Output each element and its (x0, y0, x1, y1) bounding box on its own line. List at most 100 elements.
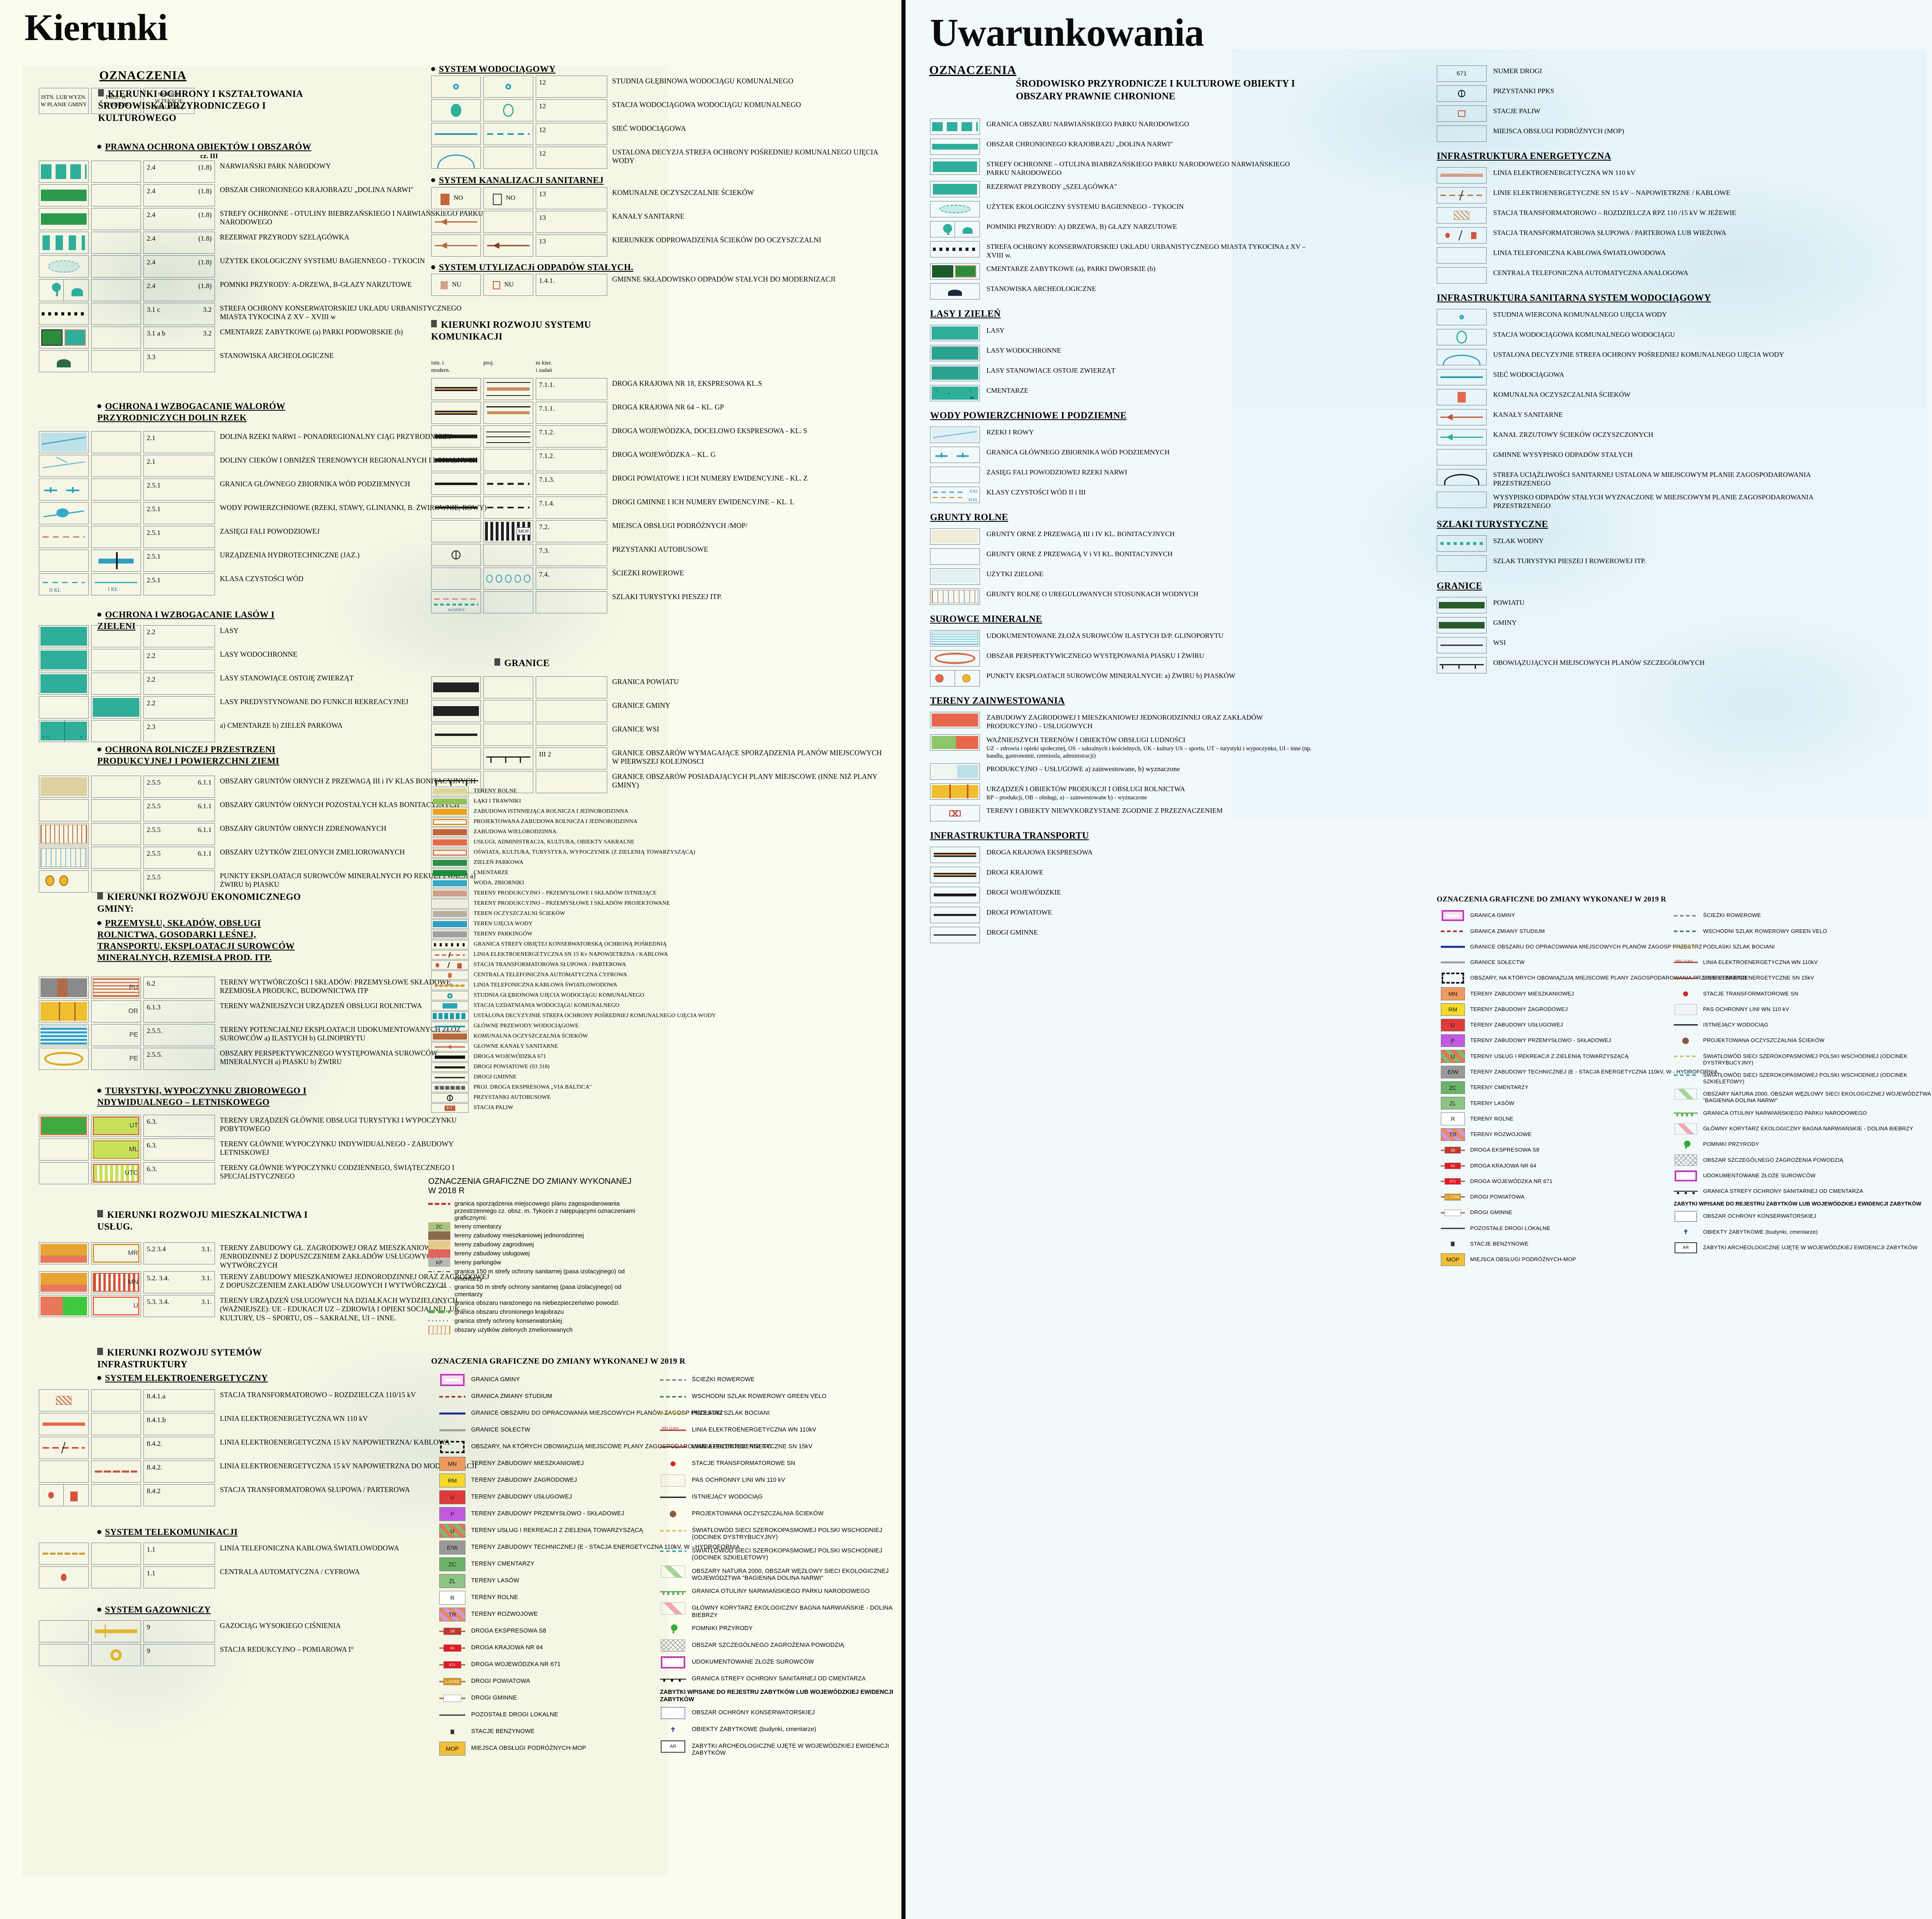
legend-2019-label: OBSZARY, NA KTÓRYCH OBOWIĄZUJĄ MIEJSCOWE… (1470, 975, 1747, 981)
legend-row: PU 6.2 TERENY WYTWÓRCZOŚCI I SKŁADÓW: PR… (39, 977, 490, 999)
ref-num-1: III 2 (539, 750, 551, 758)
legend-label: STACJA TRANSFORMATOROWA SŁUPOWA / PARTER… (220, 1485, 410, 1494)
bullet-square-icon (98, 89, 104, 96)
reference-numbers: 3.3 (143, 350, 215, 372)
legend-label: GRANICA GŁÓWNEGO ZBIORNIKA WÓD PODZIEMNY… (220, 480, 410, 488)
legend-row: GRANICE GMINY (431, 700, 882, 722)
mini-label: DROGA WOJEWÓDZKA 671 (474, 1053, 546, 1060)
legend-row: 1.1 LINIA TELEFONICZNA KABLOWA ŚWIATŁOWO… (39, 1543, 399, 1565)
swatch-existing (39, 625, 89, 647)
reference-numbers: 7.1.1. (536, 402, 607, 424)
ref-num-1: 2.5.1 (147, 505, 161, 513)
reference-numbers: 2.5.5 6.1.1 (143, 823, 215, 845)
legend-2018-item: tereny zabudowy mieszkaniowej jednorodzi… (428, 1231, 641, 1240)
swatch-existing (39, 526, 89, 548)
legend-2019-item: GRANICE OBSZARU DO OPRACOWANIA MIEJSCOWY… (439, 1407, 771, 1420)
legend-2019-swatch: R (439, 1591, 465, 1605)
legend-row: II KL I KŁ 2.5.1 KLASA CZYSTOŚCI WÓD (39, 573, 487, 595)
swatch-existing (39, 303, 89, 325)
swatch-existing (39, 1048, 89, 1070)
right-legend-row: PRODUKCYJNO – USŁUGOWE a) zainwestowane,… (930, 763, 1412, 780)
reference-numbers: 2.5.1 (143, 502, 215, 524)
right-swatch (1437, 617, 1487, 633)
legend-2018-swatch: KP (428, 1258, 450, 1267)
right-block-2019-left-items: GRANICA GMINY GRANICA ZMIANY STUDIUM GRA… (1441, 909, 1747, 1269)
subsection-rolnicza: OCHRONA ROLNICZEJ PRZESTRZENI PRODUKCYJN… (97, 744, 280, 766)
legend-2019-swatch (660, 1655, 686, 1669)
section-gaz-rows: 9 GAZOCIĄG WYSOKIEGO CIŚNIENIA 9 STACJA … (39, 1620, 354, 1668)
swatch-existing (39, 799, 89, 821)
swatch-existing: a zc b (39, 720, 89, 742)
legend-2019-item: STACJE TRANSFORMATOROWE SN (1674, 987, 1932, 1000)
right-swatch (930, 887, 980, 904)
legend-2019-label: PAS OCHRONNY LINI WN 110 kV (1703, 1006, 1789, 1012)
legend-2019-label: STACJE BENZYNOWE (471, 1728, 535, 1735)
swatch-existing (431, 497, 481, 519)
ref-num-1: 13 (539, 237, 546, 245)
right-legend-row: GRANICA GŁÓWNEGO ZBIORNIKA WÓD PODZIEMNY… (930, 447, 1412, 463)
reference-numbers: 2.5.5 6.1.1 (143, 776, 215, 798)
legend-2019-swatch (660, 1639, 686, 1653)
ref-num-1: 7.1.2. (539, 428, 555, 436)
legend-row: 13 KIERUNKEK ODPROWADZENIA ŚCIEKÓW DO OC… (431, 235, 821, 257)
mini-swatch (431, 1083, 469, 1092)
reference-numbers: 6.3. (143, 1162, 215, 1184)
legend-row: PE 2.5.5. OBSZARY PERSPEKTYWICZNEGO WYST… (39, 1048, 490, 1070)
legend-2019-label: TERENY ROLNE (471, 1594, 518, 1601)
legend-2019-item: E/W TERENY ZABUDOWY TECHNICZNEJ (E - STA… (1441, 1065, 1747, 1078)
legend-2019-item: TR TERENY ROZWOJOWE (439, 1608, 771, 1622)
legend-2019-label: TERENY ZABUDOWY TECHNICZNEJ (E - STACJA … (471, 1544, 740, 1550)
legend-label: POMNKI PRZYRODY: A-DRZEWA, B-GŁAZY NARZU… (220, 280, 412, 289)
legend-2019-item: ZL TERENY LASÓW (1441, 1097, 1747, 1110)
ref-num-1: 1.1 (147, 1569, 156, 1577)
mini-label: OŚWIATA, KULTURA, TURYSTYKA, WYPOCZYNEK … (474, 849, 695, 855)
swatch-existing (431, 544, 481, 566)
legend-2019-label: OBIEKTY ZABYTKOWE (budynki, cmentarze) (1703, 1228, 1818, 1235)
legend-2019-item: LINIE ELEKTROENERGETYCZNE SN 15kV (1674, 972, 1932, 984)
mini-legend-item: ZIELEŃ PARKOWA (431, 858, 716, 868)
legend-2019-item: S8 DROGA EKSPRESOWA S8 (1441, 1144, 1747, 1156)
right-legend-row: WSI (1437, 637, 1907, 653)
reference-numbers (536, 724, 607, 746)
legend-2019-label: GRANICA STREFY OCHRONY SANITARNEJ OD CME… (692, 1675, 866, 1682)
legend-2019-heading: ZABYTKI WPISANE DO REJESTRU ZABYTKÓW LUB… (660, 1689, 894, 1703)
section-heading-infrastruktura: KIERUNKI ROZWOJU SYTEMÓW INFRASTRUKTURY (97, 1347, 262, 1370)
legend-2018-swatch (428, 1240, 450, 1249)
legend-row: NU NU 1.4.1. GMINNE SKŁADOWISKO ODPADÓW … (431, 274, 836, 296)
legend-label: SIEĆ WODOCIĄGOWA (612, 124, 686, 132)
swatch-planned (91, 526, 141, 548)
legend-2019-swatch (1674, 1107, 1698, 1119)
reference-numbers: 7.1.4. (536, 497, 607, 519)
legend-2019-item: GRANICA OTULINY NARWIAŃSKIEGO PARKU NARO… (1674, 1107, 1932, 1119)
mini-swatch (431, 971, 469, 980)
legend-2019-label: GRANICA OTULINY NARWIAŃSKIEGO PARKU NARO… (692, 1588, 870, 1595)
legend-2019-swatch: ✝ (670, 1726, 676, 1733)
legend-label: TERENY GŁÓWNIE WYPOCZYNKU INDYWIDUALNEGO… (220, 1140, 454, 1157)
right-legend-label: GMINY (1493, 619, 1517, 626)
swatch-existing (39, 847, 89, 869)
mini-swatch (431, 1093, 469, 1103)
swatch-planned (91, 673, 141, 695)
right-swatch (1437, 449, 1487, 465)
mini-legend-item: TERENY PARKINGÓW (431, 930, 716, 939)
legend-2018-item: granica strefy ochrony konserwatorskiej (428, 1317, 641, 1325)
right-swatch (930, 139, 980, 155)
reference-numbers: 13 (536, 211, 607, 233)
legend-2019-label: TERENY LASÓW (471, 1577, 519, 1584)
reference-numbers (536, 771, 607, 793)
swatch-planned (483, 568, 533, 590)
legend-row: 9 STACJA REDUKCYJNO – POMIAROWA I° (39, 1644, 354, 1666)
right-legend-label: SZLAK WODNY (1493, 537, 1544, 545)
swatch-planned: MR (91, 1242, 141, 1264)
reference-numbers: 9 (143, 1644, 215, 1666)
legend-2019-swatch (1674, 925, 1698, 937)
block-2019-title-wrap: OZNACZENIA GRAFICZNE DO ZMIANY WYKONANEJ… (431, 1357, 685, 1371)
right-swatch (930, 467, 980, 483)
swatch-planned (91, 161, 141, 183)
mini-label: TERENY PRODUKCYJNO – PRZEMYSŁOWE I SKŁAD… (474, 890, 657, 896)
legend-2019-label: OBSZARY NATURA 2000, OBSZAR WĘZŁOWY SIEC… (1703, 1091, 1931, 1104)
ref-num-1: 8.4.1.b (147, 1416, 166, 1424)
legend-label: OBSZARY GRUNTÓW ORNYCH Z PRZEWAGĄ III i … (220, 777, 476, 785)
legend-2019-item: WSCHODNI SZLAK ROWEROWY GREEN VELO (660, 1390, 901, 1404)
reference-numbers: 6.3. (143, 1138, 215, 1161)
